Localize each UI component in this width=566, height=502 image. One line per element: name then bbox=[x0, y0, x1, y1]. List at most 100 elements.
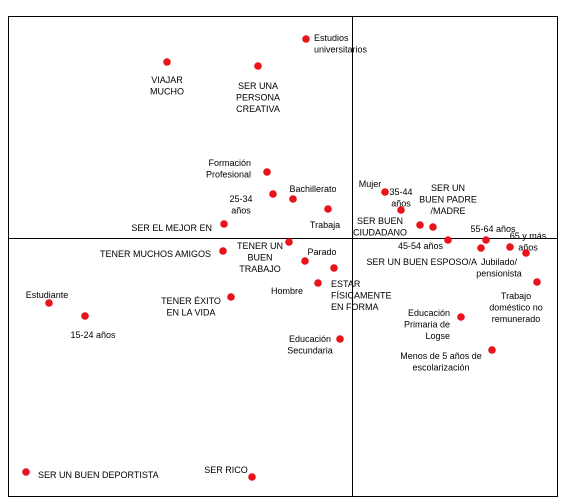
point-label: SER BUEN CIUDADANO bbox=[353, 216, 407, 238]
point-label-line: años bbox=[391, 199, 411, 209]
point-label: SER UN BUEN ESPOSO/A bbox=[366, 257, 477, 267]
point-label-line: Jubilado/ bbox=[481, 257, 518, 267]
point-label-line: Primaria de bbox=[404, 320, 450, 330]
point-label-line: EN FORMA bbox=[331, 302, 379, 312]
point-label: Jubilado/pensionista bbox=[476, 257, 522, 279]
data-point bbox=[416, 221, 424, 229]
point-label-line: SER RICO bbox=[204, 465, 248, 475]
data-point bbox=[506, 243, 514, 251]
point-label-line: Secundaria bbox=[287, 346, 333, 356]
point-label-line: SER EL MEJOR EN bbox=[131, 223, 212, 233]
point-label: TENER MUCHOS AMIGOS bbox=[100, 249, 211, 259]
data-point bbox=[477, 244, 485, 252]
data-point bbox=[336, 335, 344, 343]
point-label: TENER UN BUEN TRABAJO bbox=[237, 241, 283, 274]
point-label: Estudiante bbox=[26, 290, 69, 300]
data-point bbox=[163, 58, 171, 66]
point-label-line: Profesional bbox=[206, 170, 251, 180]
point-label-line: TRABAJO bbox=[239, 264, 281, 274]
point-label: 25-34 años bbox=[229, 194, 252, 216]
point-label: Educación Secundaria bbox=[287, 334, 333, 356]
point-label: Trabaja bbox=[310, 220, 340, 230]
point-label-line: universitarios bbox=[314, 45, 368, 55]
point-label-line: TENER UN bbox=[237, 241, 283, 251]
point-label-line: VIAJAR bbox=[151, 75, 183, 85]
point-label-line: PERSONA bbox=[236, 93, 280, 103]
data-points: Estudios universitarios VIAJAR MUCHO SER UNA… bbox=[22, 33, 547, 481]
data-point bbox=[219, 247, 227, 255]
point-label: SER RICO bbox=[204, 465, 248, 475]
point-label-line: SER UNA bbox=[238, 81, 278, 91]
point-label-line: escolarización bbox=[412, 363, 469, 373]
data-point bbox=[533, 278, 541, 286]
point-label-line: Formación bbox=[208, 158, 251, 168]
point-label-line: Educación bbox=[289, 334, 331, 344]
point-label-line: Trabaja bbox=[310, 220, 340, 230]
point-label-line: BUEN PADRE bbox=[419, 195, 477, 205]
point-label-line: ESTAR bbox=[331, 279, 361, 289]
point-label: ESTAR FÍSICAMENTE EN FORMA bbox=[331, 279, 392, 312]
point-label-line: 25-34 bbox=[229, 194, 252, 204]
point-label-line: /MADRE bbox=[430, 206, 465, 216]
point-label-line: Hombre bbox=[271, 286, 303, 296]
data-point bbox=[302, 35, 310, 43]
data-point bbox=[227, 293, 235, 301]
data-point bbox=[285, 238, 293, 246]
data-point bbox=[397, 206, 405, 214]
data-point bbox=[444, 236, 452, 244]
data-point bbox=[488, 346, 496, 354]
data-point bbox=[220, 220, 228, 228]
point-label-line: Trabajo bbox=[501, 291, 531, 301]
data-point bbox=[482, 236, 490, 244]
data-point bbox=[330, 264, 338, 272]
point-label-line: pensionista bbox=[476, 269, 522, 279]
data-point bbox=[289, 195, 297, 203]
point-label: Educación Primaria de Logse bbox=[404, 308, 450, 341]
point-label-line: Logse bbox=[425, 331, 450, 341]
point-label: 65 y más años bbox=[510, 231, 547, 253]
point-label: SER UNA PERSONA CREATIVA bbox=[236, 81, 280, 114]
point-label: Hombre bbox=[271, 286, 303, 296]
point-label: Formación Profesional bbox=[206, 158, 251, 180]
point-label-line: SER UN BUEN ESPOSO/A bbox=[366, 257, 477, 267]
point-label-line: Menos de 5 años de bbox=[400, 351, 482, 361]
data-point bbox=[81, 312, 89, 320]
data-point bbox=[22, 468, 30, 476]
data-point bbox=[324, 205, 332, 213]
point-label: 35-44 años bbox=[389, 187, 412, 209]
point-label-line: años bbox=[231, 206, 251, 216]
point-label-line: 55-64 años bbox=[470, 224, 516, 234]
point-label: Bachillerato bbox=[289, 184, 336, 194]
data-point bbox=[429, 223, 437, 231]
point-label-line: doméstico no bbox=[489, 303, 543, 313]
point-label: TENER ÉXITO EN LA VIDA bbox=[161, 296, 221, 318]
point-label-line: FÍSICAMENTE bbox=[331, 291, 392, 301]
point-label-line: TENER ÉXITO bbox=[161, 296, 221, 306]
point-label: SER EL MEJOR EN bbox=[131, 223, 212, 233]
point-label-line: BUEN bbox=[247, 253, 272, 263]
point-label: SER UN BUEN PADRE/MADRE bbox=[419, 183, 477, 216]
point-label-line: Parado bbox=[307, 247, 336, 257]
chart-border bbox=[8, 16, 558, 497]
point-label-line: SER UN BUEN DEPORTISTA bbox=[38, 470, 159, 480]
point-label-line: CREATIVA bbox=[236, 104, 280, 114]
point-label-line: SER UN bbox=[431, 183, 465, 193]
point-label-line: SER BUEN bbox=[357, 216, 403, 226]
point-label-line: Estudiante bbox=[26, 290, 69, 300]
data-point bbox=[522, 249, 530, 257]
point-label-line: Mujer bbox=[359, 179, 382, 189]
point-label: Parado bbox=[307, 247, 336, 257]
point-label: SER UN BUEN DEPORTISTA bbox=[38, 470, 159, 480]
data-point bbox=[314, 279, 322, 287]
point-label-line: remunerado bbox=[492, 314, 541, 324]
point-label-line: EN LA VIDA bbox=[166, 308, 215, 318]
point-label: Menos de 5 años de escolarización bbox=[400, 351, 482, 373]
point-label: 15-24 años bbox=[70, 330, 116, 340]
point-label-line: Educación bbox=[408, 308, 450, 318]
point-label: Mujer bbox=[359, 179, 382, 189]
data-point bbox=[263, 168, 271, 176]
point-label: VIAJAR MUCHO bbox=[150, 75, 184, 97]
point-label-line: MUCHO bbox=[150, 87, 184, 97]
data-point bbox=[45, 299, 53, 307]
